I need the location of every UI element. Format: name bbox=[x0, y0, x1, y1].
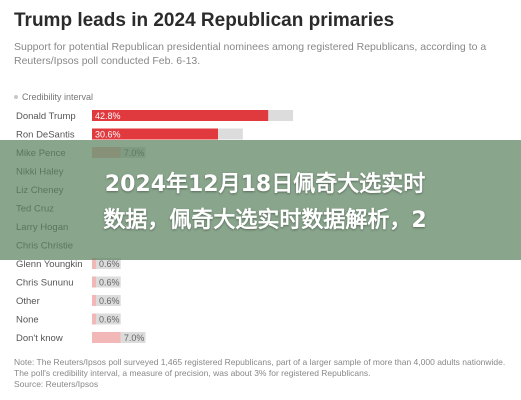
data-bar bbox=[92, 128, 219, 140]
chart-subtitle: Support for potential Republican preside… bbox=[14, 41, 487, 67]
credibility-interval-band bbox=[268, 110, 294, 121]
overlay-banner bbox=[0, 140, 521, 260]
credibility-legend-label: Credibility interval bbox=[22, 92, 94, 102]
category-label: Other bbox=[16, 296, 40, 307]
category-label: Donald Trump bbox=[16, 111, 76, 122]
data-bar bbox=[92, 258, 96, 269]
overlay-headline: 2024年12月18日佩奇大选实时 数据，佩奇大选实时数据解析，2 bbox=[10, 167, 520, 239]
source-text: Source: Reuters/Ipsos bbox=[14, 379, 99, 389]
credibility-interval-band bbox=[120, 332, 146, 343]
chart-note: Note: The Reuters/Ipsos poll surveyed 1,… bbox=[14, 357, 509, 390]
value-label: 42.8% bbox=[95, 111, 121, 121]
overlay-line-1: 2024年12月18日佩奇大选实时 bbox=[104, 172, 426, 197]
value-label: 0.6% bbox=[99, 315, 120, 325]
overlay-line-2: 数据，佩奇大选实时数据解析，2 bbox=[103, 208, 427, 233]
chart-title: Trump leads in 2024 Republican primaries bbox=[14, 10, 395, 31]
value-label: 0.6% bbox=[99, 296, 120, 306]
credibility-interval-band bbox=[96, 295, 121, 306]
data-bar bbox=[92, 295, 96, 306]
value-label: 30.6% bbox=[95, 130, 121, 140]
credibility-interval-band bbox=[96, 313, 121, 325]
credibility-interval-band bbox=[96, 258, 121, 269]
data-bar bbox=[92, 110, 269, 121]
value-label: 7.0% bbox=[124, 333, 145, 343]
credibility-swatch-icon bbox=[14, 95, 18, 99]
category-label: Glenn Youngkin bbox=[16, 259, 83, 270]
data-bar bbox=[92, 276, 96, 288]
category-label: Chris Sununu bbox=[16, 278, 74, 289]
data-bar bbox=[92, 313, 96, 325]
data-bar bbox=[92, 332, 121, 343]
note-text: Note: The Reuters/Ipsos poll surveyed 1,… bbox=[14, 357, 506, 378]
category-label: Don't know bbox=[16, 333, 63, 344]
value-label: 0.6% bbox=[99, 259, 120, 269]
credibility-legend: Credibility interval bbox=[14, 92, 93, 102]
category-label: Ron DeSantis bbox=[16, 130, 75, 141]
category-label: None bbox=[16, 315, 39, 326]
value-label: 0.6% bbox=[99, 278, 120, 288]
credibility-interval-band bbox=[96, 276, 121, 288]
credibility-interval-band bbox=[218, 128, 243, 140]
